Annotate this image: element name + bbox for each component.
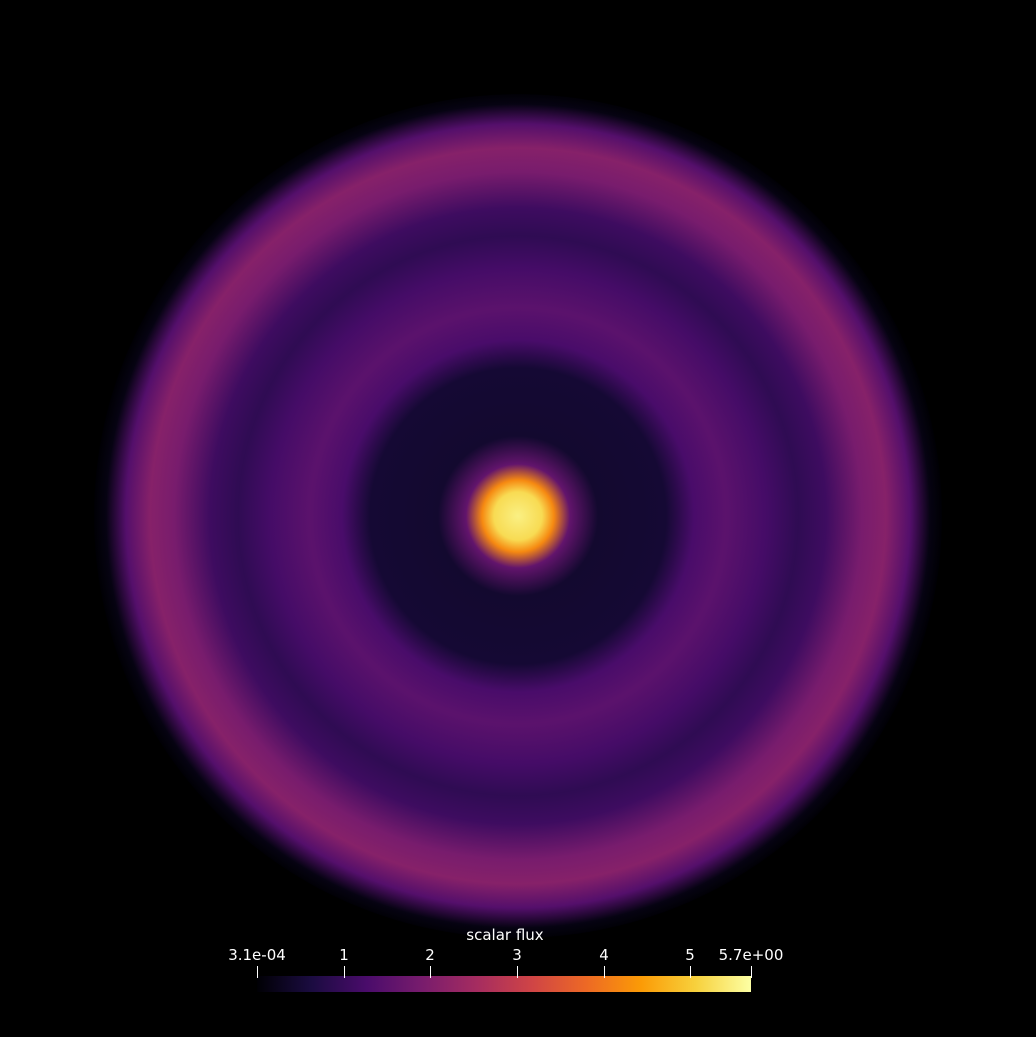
flux-disk — [94, 94, 942, 938]
